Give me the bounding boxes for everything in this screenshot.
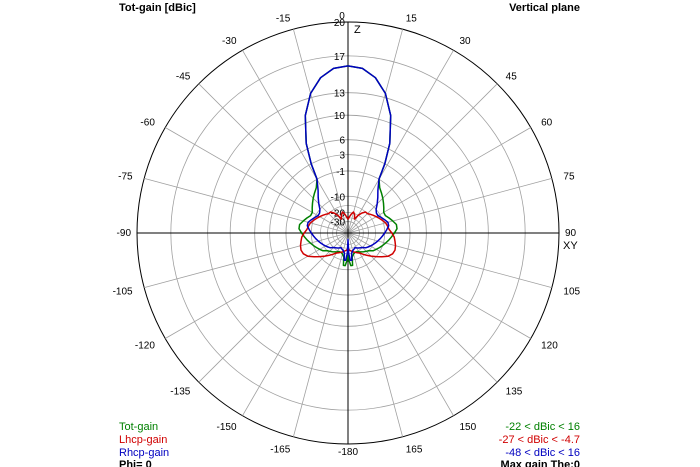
max-gain-label: Max gain The:0: [500, 459, 580, 467]
angle-tick-label: 75: [563, 171, 575, 182]
angle-tick-label: 90: [565, 228, 577, 239]
grid-spoke: [242, 50, 349, 234]
angle-tick-label: -30: [222, 36, 237, 47]
angle-tick-label: 105: [563, 287, 580, 298]
radial-tick-label: 10: [334, 111, 346, 122]
radial-tick-label: 13: [334, 89, 346, 100]
grid-spoke: [347, 29, 403, 234]
angle-tick-label: 15: [406, 14, 418, 25]
radial-labels: 20 17 13 10 6 3 -1 -10 -20-30: [331, 18, 346, 229]
radial-tick-label: -30: [331, 218, 346, 229]
grid-spoke: [347, 127, 531, 234]
angle-tick-label: 0: [339, 11, 345, 22]
rhcp-gain-curve: [304, 65, 392, 262]
angle-tick-label: 165: [406, 444, 423, 455]
radial-tick-label: 20: [334, 18, 346, 29]
angle-tick-label: -150: [216, 422, 236, 433]
angle-tick-label: 60: [541, 118, 553, 129]
grid-spoke: [198, 232, 349, 383]
angle-tick-label: 45: [506, 71, 518, 82]
grid-spoke: [347, 50, 454, 234]
grid-spoke: [347, 232, 403, 437]
chart-title: Tot-gain [dBic]: [119, 2, 196, 14]
angle-labels: 0 15 30 45 60 75 90 105 120 135 150 165 -180 -165 -150…: [113, 11, 581, 458]
grid-spoke: [347, 232, 531, 339]
grid-spoke: [347, 83, 498, 234]
gain-curves: [298, 65, 398, 267]
grid-spoke: [293, 232, 349, 437]
lhcp-gain-range: -27 < dBic < -4.7: [498, 434, 580, 446]
tot-gain-range: -22 < dBic < 16: [505, 421, 580, 433]
grid-spoke: [198, 83, 349, 234]
grid-spoke: [144, 232, 349, 288]
angle-tick-label: 150: [460, 422, 477, 433]
angle-tick-label: -105: [113, 287, 133, 298]
grid-spoke: [347, 232, 454, 416]
angle-tick-label: 30: [460, 36, 472, 47]
xy-axis-label: XY: [563, 240, 578, 252]
radial-tick-label: 6: [339, 136, 345, 147]
angle-tick-label: -75: [118, 171, 133, 182]
angle-tick-label: -165: [270, 444, 290, 455]
plane-title: Vertical plane: [509, 2, 580, 14]
rhcp-gain-range: -48 < dBic < 16: [505, 447, 580, 459]
radial-tick-label: -1: [336, 167, 345, 178]
grid-spoke: [347, 232, 498, 383]
grid-spoke: [165, 232, 349, 339]
radial-tick-label: 17: [334, 52, 346, 63]
radial-tick-label: 3: [339, 151, 345, 162]
legend-lhcp-gain: Lhcp-gain: [119, 434, 168, 446]
phi-label: Phi= 0: [119, 459, 152, 467]
radial-tick-label: -20: [331, 208, 346, 219]
angle-tick-label: -15: [276, 14, 291, 25]
grid-spoke: [165, 127, 349, 234]
grid-spoke: [242, 232, 349, 416]
grid-spoke: [144, 178, 349, 234]
legend-rhcp-gain: Rhcp-gain: [119, 447, 170, 459]
grid-spoke: [347, 178, 552, 234]
grid-spoke: [347, 232, 552, 288]
angle-tick-label: -120: [135, 341, 155, 352]
angle-tick-label: -90: [117, 228, 132, 239]
polar-axes: Z XY: [137, 22, 578, 444]
angle-tick-label: -135: [170, 387, 190, 398]
angle-tick-label: -45: [176, 71, 191, 82]
angle-tick-label: 135: [506, 387, 523, 398]
z-axis-label: Z: [354, 24, 361, 36]
angle-tick-label: -180: [338, 447, 358, 458]
radial-tick-label: -10: [331, 192, 346, 203]
angle-tick-label: -60: [140, 118, 155, 129]
angle-tick-label: 120: [541, 341, 558, 352]
legend-tot-gain: Tot-gain: [119, 421, 159, 433]
grid-spoke: [293, 29, 349, 234]
